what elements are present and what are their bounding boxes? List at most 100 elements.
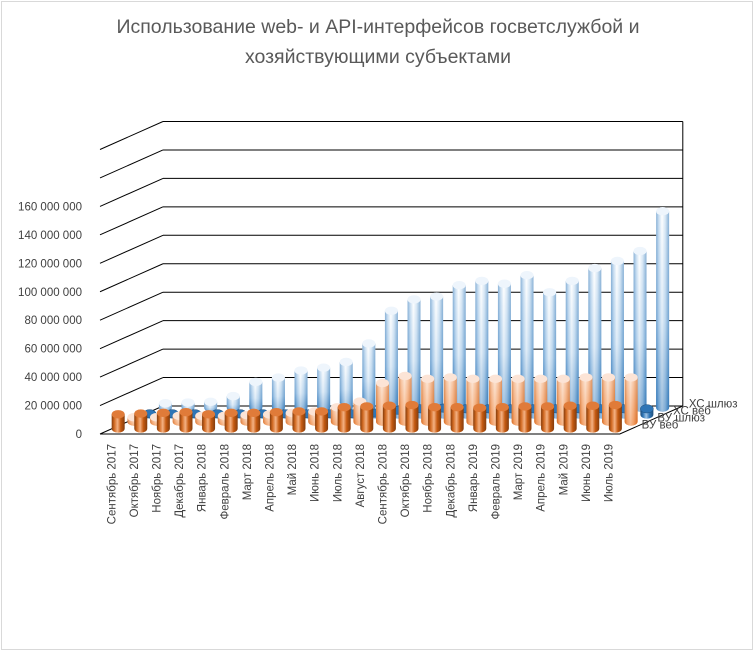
bar-body xyxy=(156,412,170,433)
bar xyxy=(586,401,600,433)
bar-top xyxy=(563,401,577,410)
side-gridline xyxy=(99,149,164,179)
bar-top xyxy=(473,403,487,413)
bar-top xyxy=(489,374,503,384)
bar xyxy=(179,407,193,433)
bar-top xyxy=(226,391,240,401)
bar xyxy=(405,400,419,433)
bar-top xyxy=(475,276,489,286)
side-gridline xyxy=(99,206,164,236)
x-category-label: Ноябрь 2017 xyxy=(152,444,164,513)
bar xyxy=(450,402,464,433)
side-gridline xyxy=(99,348,164,378)
chart-floor xyxy=(100,121,684,435)
bar-top xyxy=(466,374,480,384)
floor-edge xyxy=(100,405,684,435)
bar-body xyxy=(541,406,555,433)
bar-top xyxy=(269,407,283,417)
bar-top xyxy=(610,256,624,266)
bar-body xyxy=(518,406,532,433)
bar-body xyxy=(202,414,216,433)
bar-top xyxy=(407,295,421,304)
bar-top xyxy=(421,374,435,384)
y-tick-label: 100 000 000 xyxy=(18,287,82,299)
bar-top xyxy=(156,408,170,418)
side-gridline xyxy=(99,377,164,407)
x-category-label: Апрель 2019 xyxy=(536,444,548,512)
bar-top xyxy=(543,288,557,297)
bar xyxy=(292,407,306,433)
bar-top xyxy=(360,402,374,411)
bar-top xyxy=(656,206,670,216)
bar xyxy=(608,400,622,433)
bar-top xyxy=(224,408,238,418)
bar-shade xyxy=(249,381,263,412)
bar-top xyxy=(624,373,638,382)
side-gridline xyxy=(99,121,164,150)
bar-top xyxy=(317,363,331,372)
x-category-label: Октябрь 2018 xyxy=(400,444,412,517)
bar xyxy=(428,402,442,433)
x-category-label: Декабрь 2018 xyxy=(445,444,457,518)
bar-top xyxy=(292,407,306,416)
bar xyxy=(134,409,148,433)
bar xyxy=(269,407,283,433)
y-axis-ticks: 0 20 000 000 40 000 000 60 000 000 80 000 00… xyxy=(18,201,82,441)
bar xyxy=(317,363,331,412)
y-tick-label: 80 000 000 xyxy=(24,315,82,327)
x-category-label: Февраль 2019 xyxy=(491,444,503,520)
bar-body xyxy=(382,405,396,433)
x-category-label: Ноябрь 2018 xyxy=(423,444,435,513)
bar xyxy=(518,402,532,433)
bar xyxy=(624,373,638,426)
bar-top xyxy=(430,292,444,301)
bar xyxy=(382,401,396,433)
bar-body xyxy=(608,405,622,433)
bar-body xyxy=(179,412,193,433)
side-gridline xyxy=(99,234,164,264)
y-tick-label: 0 xyxy=(76,429,82,441)
bar xyxy=(360,402,374,433)
bar-shade xyxy=(294,370,308,412)
bar-top xyxy=(315,407,329,416)
y-tick-label: 120 000 000 xyxy=(18,258,82,270)
x-category-label: Июль 2018 xyxy=(332,444,344,502)
bar xyxy=(633,246,647,412)
bar-top xyxy=(520,271,534,280)
bar-shade xyxy=(271,377,285,412)
bar-top xyxy=(565,276,579,286)
bar-body xyxy=(111,414,125,433)
bar-body xyxy=(360,406,374,433)
bar-shade xyxy=(339,361,353,412)
y-tick-label: 20 000 000 xyxy=(24,401,82,413)
bars xyxy=(111,206,670,433)
bar xyxy=(495,402,509,433)
bar-body xyxy=(405,405,419,433)
bar xyxy=(271,373,285,412)
bar-body xyxy=(269,412,283,433)
bar-shade xyxy=(226,396,240,412)
series-label: ВУ веб xyxy=(642,420,679,432)
bar-top xyxy=(271,373,285,382)
x-category-label: Октябрь 2017 xyxy=(129,444,141,517)
bar xyxy=(362,339,376,412)
bar-top xyxy=(640,404,654,414)
bar-body xyxy=(247,412,261,433)
series-label: ХС шлюз xyxy=(689,399,738,411)
bar-top xyxy=(602,373,616,382)
bar-top xyxy=(384,306,398,315)
bar-shade xyxy=(656,211,670,412)
bar-top xyxy=(339,357,353,367)
bar xyxy=(247,408,261,433)
bar-body xyxy=(450,407,464,433)
bar-shade xyxy=(362,343,376,412)
bar-top xyxy=(158,399,172,408)
x-category-label: Июнь 2018 xyxy=(310,444,322,502)
bar-shade xyxy=(317,367,331,412)
bar-top xyxy=(382,401,396,410)
bar xyxy=(610,256,624,412)
bar xyxy=(204,397,218,412)
